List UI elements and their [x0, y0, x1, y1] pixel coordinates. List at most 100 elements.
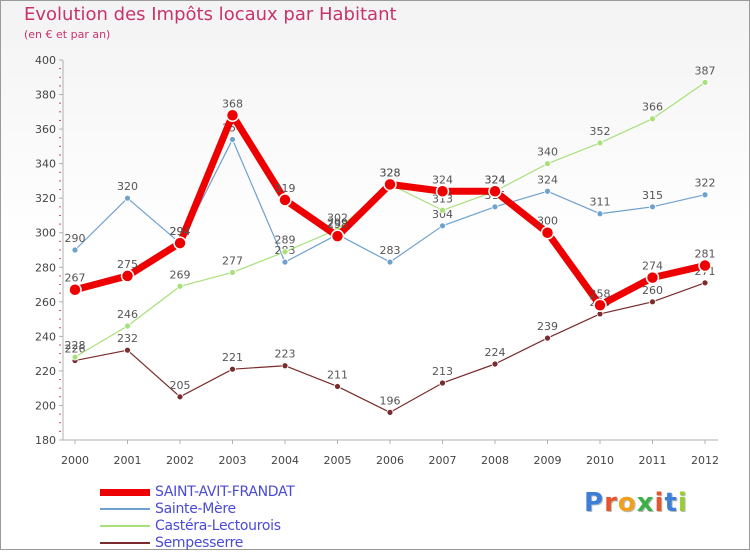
data-point-saint-avit-frandat [435, 184, 450, 199]
data-label-castera-lectourois: 289 [275, 234, 296, 247]
data-label-castera-lectourois: 269 [170, 268, 191, 281]
data-label-saint-avit-frandat: 274 [642, 260, 663, 273]
data-label-sainte-mere: 324 [537, 173, 558, 186]
data-label-saint-avit-frandat: 281 [695, 248, 716, 261]
data-point-saint-avit-frandat [488, 184, 502, 199]
data-point-sempesserre [281, 362, 289, 370]
y-tick-label: 360 [35, 123, 56, 136]
y-tick-label: 240 [35, 330, 56, 343]
data-point-sainte-mere [649, 203, 656, 211]
x-tick-label: 2001 [114, 454, 142, 467]
line-chart: 180 200 220 240 260 280 300 320 340 360 380 400 2000… [35, 54, 719, 467]
data-point-sempesserre [334, 383, 341, 390]
data-point-sempesserre [701, 279, 709, 287]
data-label-castera-lectourois: 352 [590, 125, 611, 138]
data-label-sainte-mere: 304 [432, 208, 453, 221]
x-tick-label: 2011 [639, 454, 667, 467]
data-label-saint-avit-frandat: 275 [117, 258, 138, 271]
data-label-castera-lectourois: 277 [222, 254, 243, 267]
logo-letter: t [664, 488, 678, 518]
data-label-castera-lectourois: 313 [432, 192, 453, 205]
data-point-saint-avit-frandat [278, 193, 292, 207]
data-point-saint-avit-frandat [540, 225, 555, 240]
data-point-sempesserre [176, 393, 184, 401]
data-label-saint-avit-frandat: 324 [432, 173, 453, 186]
data-label-castera-lectourois: 324 [485, 173, 506, 186]
legend-swatch [100, 542, 150, 544]
data-label-sainte-mere: 322 [695, 177, 716, 190]
data-point-sainte-mere [544, 187, 551, 195]
data-point-sempesserre [544, 334, 551, 342]
data-point-sainte-mere [701, 191, 709, 199]
x-tick-label: 2008 [481, 454, 509, 467]
data-label-castera-lectourois: 340 [537, 146, 558, 159]
data-point-sainte-mere [229, 136, 236, 143]
logo-letter: i [677, 488, 688, 518]
x-tick-label: 2004 [271, 454, 299, 467]
legend-swatch [100, 525, 150, 527]
data-point-sempesserre [386, 408, 394, 416]
data-label-sempesserre: 224 [485, 346, 506, 359]
chart-title: Evolution des Impôts locaux par Habitant [24, 4, 397, 25]
data-point-castera-lectourois [71, 353, 79, 361]
legend-swatch [100, 508, 150, 510]
y-tick-label: 320 [35, 192, 56, 205]
data-point-saint-avit-frandat [173, 236, 187, 250]
data-label-saint-avit-frandat: 324 [485, 173, 506, 186]
data-point-castera-lectourois [701, 79, 709, 86]
data-point-saint-avit-frandat [593, 298, 607, 313]
data-point-saint-avit-frandat [383, 177, 397, 192]
data-label-sempesserre: 205 [170, 379, 191, 392]
data-label-saint-avit-frandat: 298 [327, 218, 348, 231]
data-point-sainte-mere [281, 258, 289, 266]
series-line-castera-lectourois [74, 81, 706, 358]
y-tick-label: 220 [35, 365, 56, 378]
x-tick-label: 2007 [429, 454, 457, 467]
data-label-sainte-mere: 311 [590, 196, 611, 209]
data-point-sempesserre [491, 360, 499, 368]
y-tick-label: 260 [35, 296, 56, 309]
data-point-saint-avit-frandat [330, 229, 345, 243]
data-label-castera-lectourois: 246 [117, 308, 138, 321]
data-point-sainte-mere [71, 246, 79, 254]
data-point-sainte-mere [596, 210, 604, 218]
data-point-saint-avit-frandat [68, 282, 82, 297]
data-label-sempesserre: 232 [117, 332, 138, 345]
data-label-castera-lectourois: 366 [642, 101, 663, 114]
data-label-saint-avit-frandat: 368 [222, 97, 243, 110]
data-point-sainte-mere [386, 258, 394, 266]
x-tick-label: 2010 [586, 454, 614, 467]
legend-item: Sainte-Mère [100, 501, 400, 518]
legend-item: Castéra-Lectourois [100, 518, 400, 535]
data-label-sempesserre: 239 [537, 320, 558, 333]
chart-subtitle: (en € et par an) [24, 28, 111, 41]
x-tick-label: 2003 [219, 454, 247, 467]
data-point-saint-avit-frandat [645, 270, 660, 285]
data-point-castera-lectourois [124, 322, 131, 330]
x-tick-label: 2006 [376, 454, 404, 467]
data-label-sainte-mere: 320 [117, 180, 138, 193]
data-label-sempesserre: 211 [327, 368, 348, 381]
data-label-saint-avit-frandat: 319 [275, 182, 296, 195]
data-point-sempesserre [124, 346, 131, 354]
data-label-castera-lectourois: 228 [65, 339, 86, 352]
data-point-saint-avit-frandat [698, 258, 712, 273]
legend-label: SAINT-AVIT-FRANDAT [155, 484, 295, 500]
logo-letter: i [654, 488, 665, 518]
legend-label: Sempesserre [155, 535, 244, 551]
legend-swatch [100, 488, 150, 496]
data-label-sempesserre: 223 [275, 348, 296, 361]
data-label-castera-lectourois: 387 [695, 64, 716, 77]
data-point-castera-lectourois [439, 206, 446, 214]
data-point-castera-lectourois [596, 139, 604, 147]
legend-label: Castéra-Lectourois [155, 518, 281, 534]
x-tick-label: 2000 [61, 454, 89, 467]
y-tick-label: 340 [35, 158, 56, 171]
data-label-saint-avit-frandat: 294 [170, 225, 191, 238]
data-label-saint-avit-frandat: 328 [380, 166, 401, 179]
data-label-castera-lectourois: 328 [380, 166, 401, 179]
logo-letter: P [584, 488, 605, 518]
data-label-sainte-mere: 315 [642, 189, 663, 202]
y-tick-label: 180 [35, 434, 56, 447]
data-point-castera-lectourois [281, 248, 289, 256]
